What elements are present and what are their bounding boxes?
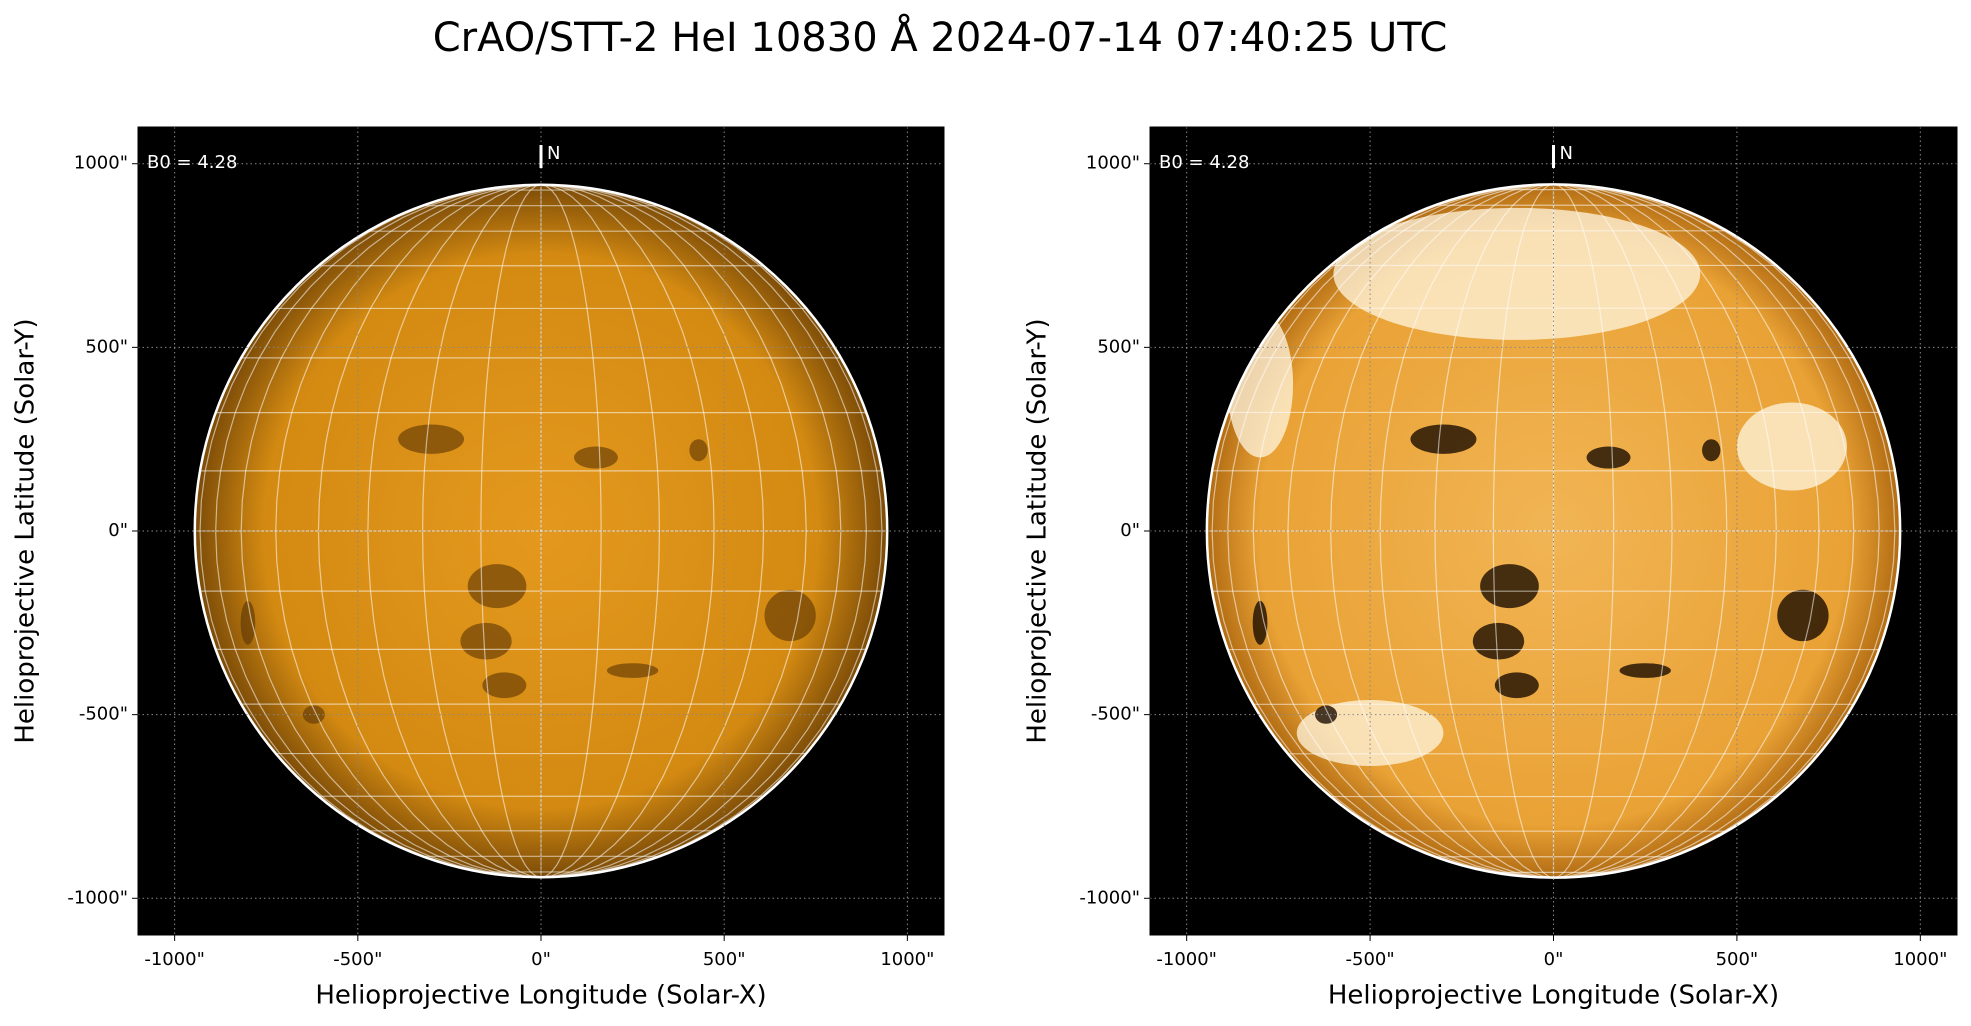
x-tick-label: -500" <box>333 949 382 970</box>
solar-limb <box>1205 183 1902 879</box>
y-tick-label: 500" <box>85 336 128 357</box>
heliographic-longitude <box>1287 184 1554 878</box>
y-tick-label: -500" <box>1091 704 1140 725</box>
dark-filament <box>398 424 465 454</box>
y-tick-label: 1000" <box>1086 153 1140 174</box>
dark-filament <box>606 663 659 678</box>
heliographic-longitude <box>1211 184 1554 878</box>
panel: -1000" -500" 0" 500" 1000" -1000" -500" 0" 500" 1… <box>11 126 945 1011</box>
axes-frame <box>137 126 945 936</box>
y-tick-label: -1000" <box>1079 887 1140 908</box>
heliographic-longitude <box>240 184 542 878</box>
annotation: B0 = 4.28 <box>1159 152 1249 173</box>
heliographic-longitude <box>540 184 602 878</box>
y-tick-label: -500" <box>79 704 128 725</box>
dark-filament <box>1252 600 1268 645</box>
panel: -1000" -500" 0" 500" 1000" -1000" -500" 0" 500" 1… <box>1023 126 1958 1011</box>
y-tick-label: 500" <box>1097 336 1140 357</box>
heliographic-longitude <box>1553 184 1820 878</box>
y-tick-label: 0" <box>108 520 128 541</box>
heliographic-longitude <box>1553 184 1896 878</box>
bright-region <box>1736 402 1847 491</box>
y-axis-label: Helioprojective Latitude (Solar-Y) <box>1023 318 1053 743</box>
x-tick-label: 500" <box>703 949 746 970</box>
solar-limb <box>193 183 889 879</box>
axes-frame <box>1149 126 1958 936</box>
dark-filament <box>764 589 816 642</box>
dark-filament <box>1480 564 1539 609</box>
x-tick-label: -1000" <box>1156 949 1217 970</box>
heliographic-longitude <box>275 184 542 878</box>
dark-filament <box>240 600 256 645</box>
x-tick-label: 1000" <box>880 949 934 970</box>
x-tick-label: -1000" <box>144 949 205 970</box>
dark-filament <box>1777 589 1829 642</box>
dark-filament <box>573 446 618 469</box>
annotation: B0 = 4.28 <box>147 152 237 173</box>
x-tick-label: 0" <box>531 949 551 970</box>
y-axis-label: Helioprojective Latitude (Solar-Y) <box>11 318 41 743</box>
y-tick-label: 1000" <box>74 153 128 174</box>
solar-disk <box>194 184 888 878</box>
heliographic-longitude <box>540 184 807 878</box>
dark-filament <box>482 672 527 699</box>
dark-filament <box>1586 446 1631 469</box>
x-axis-label: Helioprojective Longitude (Solar-X) <box>1328 981 1779 1011</box>
dark-filament <box>1410 424 1477 454</box>
dark-filament <box>1494 672 1539 699</box>
heliographic-longitude <box>199 184 542 878</box>
dark-filament <box>1619 663 1671 678</box>
heliographic-longitude <box>540 184 661 878</box>
dark-filament <box>460 622 512 660</box>
dark-filament <box>1472 622 1525 660</box>
north-label: N <box>547 143 560 164</box>
dark-filament <box>689 439 708 462</box>
y-tick-label: -1000" <box>67 887 128 908</box>
dark-filament <box>1702 439 1721 462</box>
x-axis-label: Helioprojective Longitude (Solar-X) <box>315 981 766 1011</box>
heliographic-longitude <box>1252 184 1554 878</box>
x-tick-label: 500" <box>1716 949 1759 970</box>
dark-filament <box>467 564 527 609</box>
north-label: N <box>1560 143 1573 164</box>
x-tick-label: -500" <box>1346 949 1395 970</box>
x-tick-label: 0" <box>1544 949 1564 970</box>
solar-disk <box>1206 184 1901 878</box>
heliographic-longitude <box>1553 184 1855 878</box>
y-tick-label: 0" <box>1120 520 1140 541</box>
figure-title: CrAO/STT-2 HeI 10830 Å 2024-07-14 07:40:… <box>433 13 1448 61</box>
heliographic-longitude <box>540 184 867 878</box>
bright-region <box>1333 207 1701 340</box>
x-tick-label: 1000" <box>1893 949 1947 970</box>
